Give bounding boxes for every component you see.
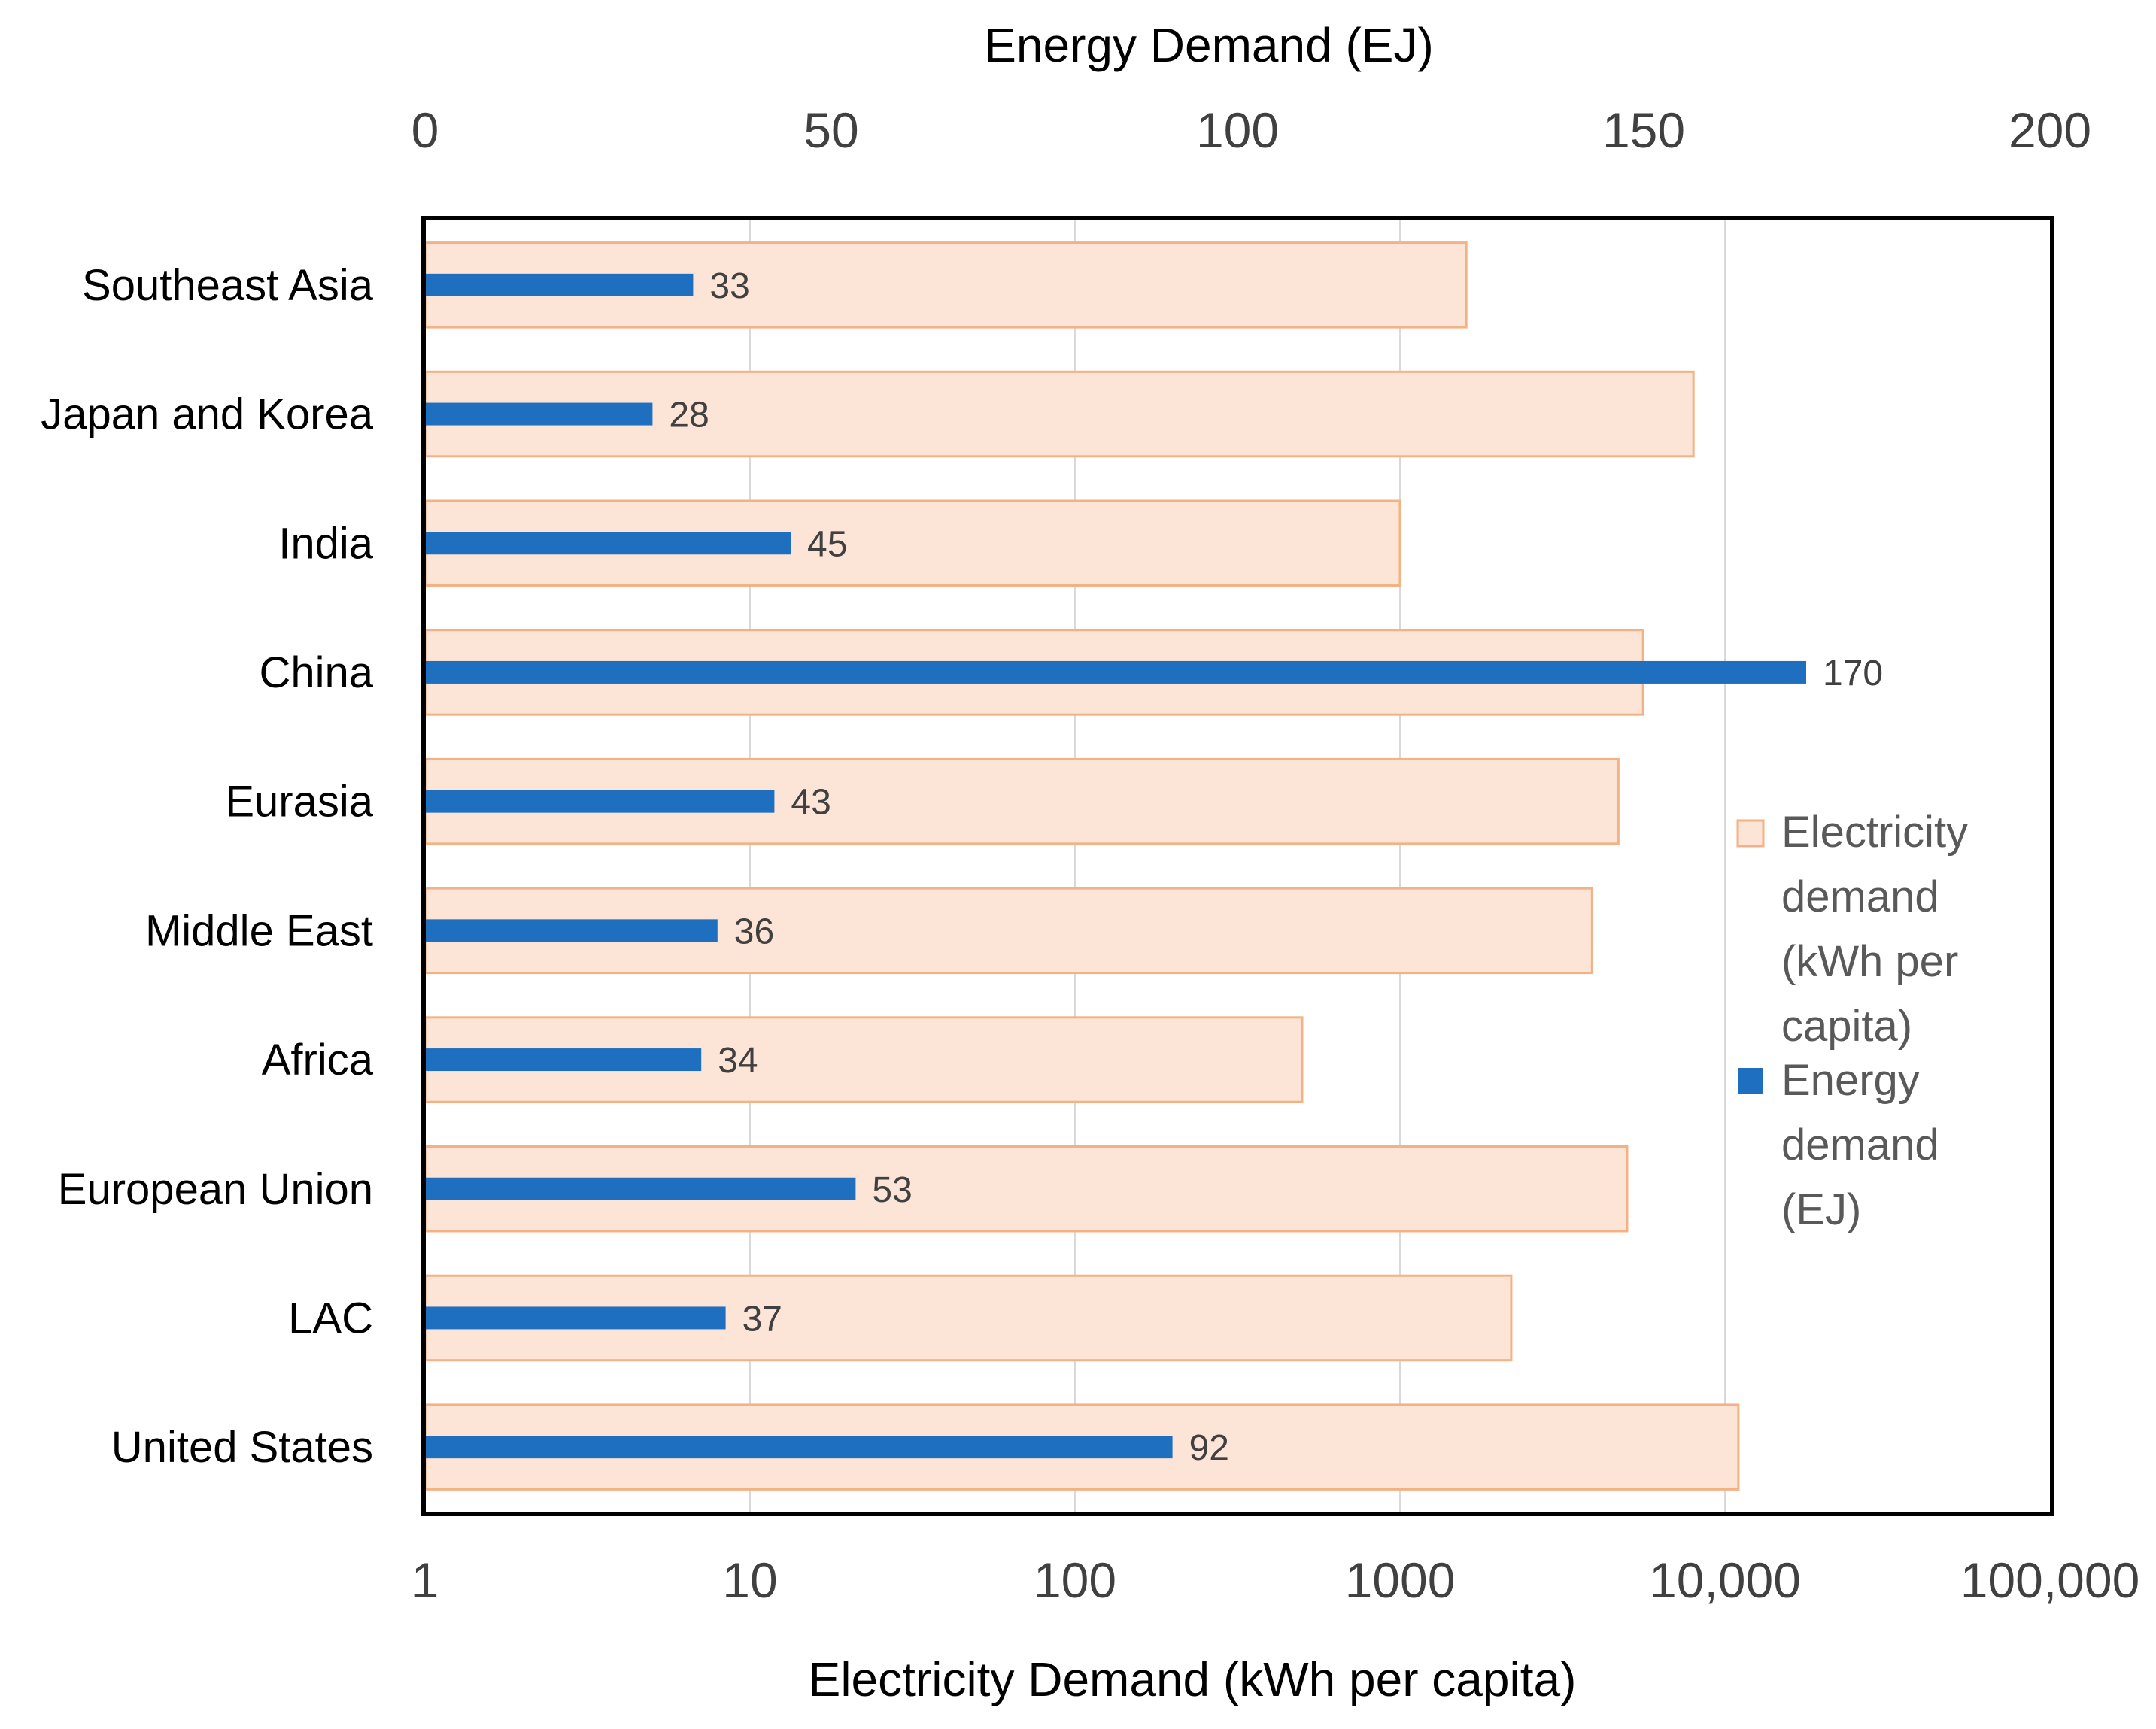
- top-tick-label: 200: [2009, 102, 2091, 158]
- energy-data-label: 34: [718, 1041, 758, 1081]
- legend: Electricity demand (kWh per capita) Energy de…: [1736, 808, 1968, 1234]
- legend-label-energy: Energy: [1781, 1056, 1920, 1105]
- energy-data-labels: 33 28 45 170 43 36 34 53 37 92: [669, 266, 1883, 1468]
- bottom-tick-label: 1000: [1345, 1552, 1456, 1608]
- energy-data-label: 170: [1823, 654, 1883, 693]
- legend-label-energy: (EJ): [1781, 1185, 1861, 1234]
- energy-bar: [425, 1306, 726, 1330]
- energy-data-label: 28: [669, 396, 709, 435]
- legend-swatch-energy: [1738, 1068, 1763, 1094]
- energy-bar: [425, 919, 718, 942]
- legend-label-electricity: capita): [1781, 1002, 1912, 1051]
- top-tick-label: 0: [411, 102, 439, 158]
- energy-data-label: 33: [709, 266, 749, 306]
- legend-label-electricity: Electricity: [1781, 808, 1968, 857]
- energy-bar: [425, 790, 775, 813]
- energy-data-label: 53: [872, 1170, 912, 1210]
- legend-label-energy: demand: [1781, 1121, 1939, 1169]
- plot-border: [421, 216, 2054, 1516]
- category-label: China: [259, 648, 373, 697]
- energy-bar: [425, 273, 694, 296]
- category-label: Middle East: [145, 906, 373, 955]
- category-label: Southeast Asia: [82, 261, 374, 310]
- energy-bar: [425, 660, 1806, 684]
- category-label: Africa: [262, 1036, 374, 1084]
- category-label: Eurasia: [225, 778, 373, 827]
- legend-swatch-electricity: [1736, 819, 1765, 848]
- energy-data-label: 43: [791, 783, 831, 823]
- category-label: Japan and Korea: [41, 390, 374, 439]
- category-labels: Southeast Asia Japan and Korea India China E…: [41, 261, 374, 1472]
- category-label: United States: [111, 1423, 373, 1472]
- energy-bar: [425, 402, 653, 426]
- top-tick-label: 150: [1602, 102, 1685, 158]
- bottom-tick-label: 1: [411, 1552, 439, 1608]
- energy-bars: [425, 273, 1806, 1459]
- energy-data-label: 45: [807, 524, 847, 564]
- bottom-axis-tick-labels: 1 10 100 1000 10,000 100,000: [411, 1552, 2140, 1608]
- energy-data-label: 92: [1189, 1428, 1229, 1468]
- energy-data-label: 37: [742, 1299, 782, 1339]
- top-tick-label: 100: [1196, 102, 1279, 158]
- legend-label-electricity: demand: [1781, 872, 1939, 921]
- top-axis-tick-labels: 0 50 100 150 200: [411, 102, 2091, 158]
- category-label: India: [278, 519, 374, 568]
- energy-bar: [425, 1436, 1173, 1459]
- category-label: European Union: [58, 1165, 373, 1214]
- energy-bar: [425, 1048, 702, 1072]
- legend-label-electricity: (kWh per: [1781, 937, 1958, 986]
- top-tick-label: 50: [803, 102, 858, 158]
- category-label: LAC: [288, 1294, 373, 1342]
- energy-bar: [425, 532, 791, 555]
- bottom-tick-label: 100: [1034, 1552, 1116, 1608]
- energy-bar: [425, 1177, 856, 1200]
- bottom-axis-title: Electricity Demand (kWh per capita): [809, 1652, 1577, 1706]
- bottom-tick-label: 10: [722, 1552, 777, 1608]
- bottom-tick-label: 100,000: [1960, 1552, 2140, 1608]
- top-axis-title: Energy Demand (EJ): [984, 18, 1434, 72]
- bottom-tick-label: 10,000: [1649, 1552, 1801, 1608]
- energy-data-label: 36: [734, 912, 774, 951]
